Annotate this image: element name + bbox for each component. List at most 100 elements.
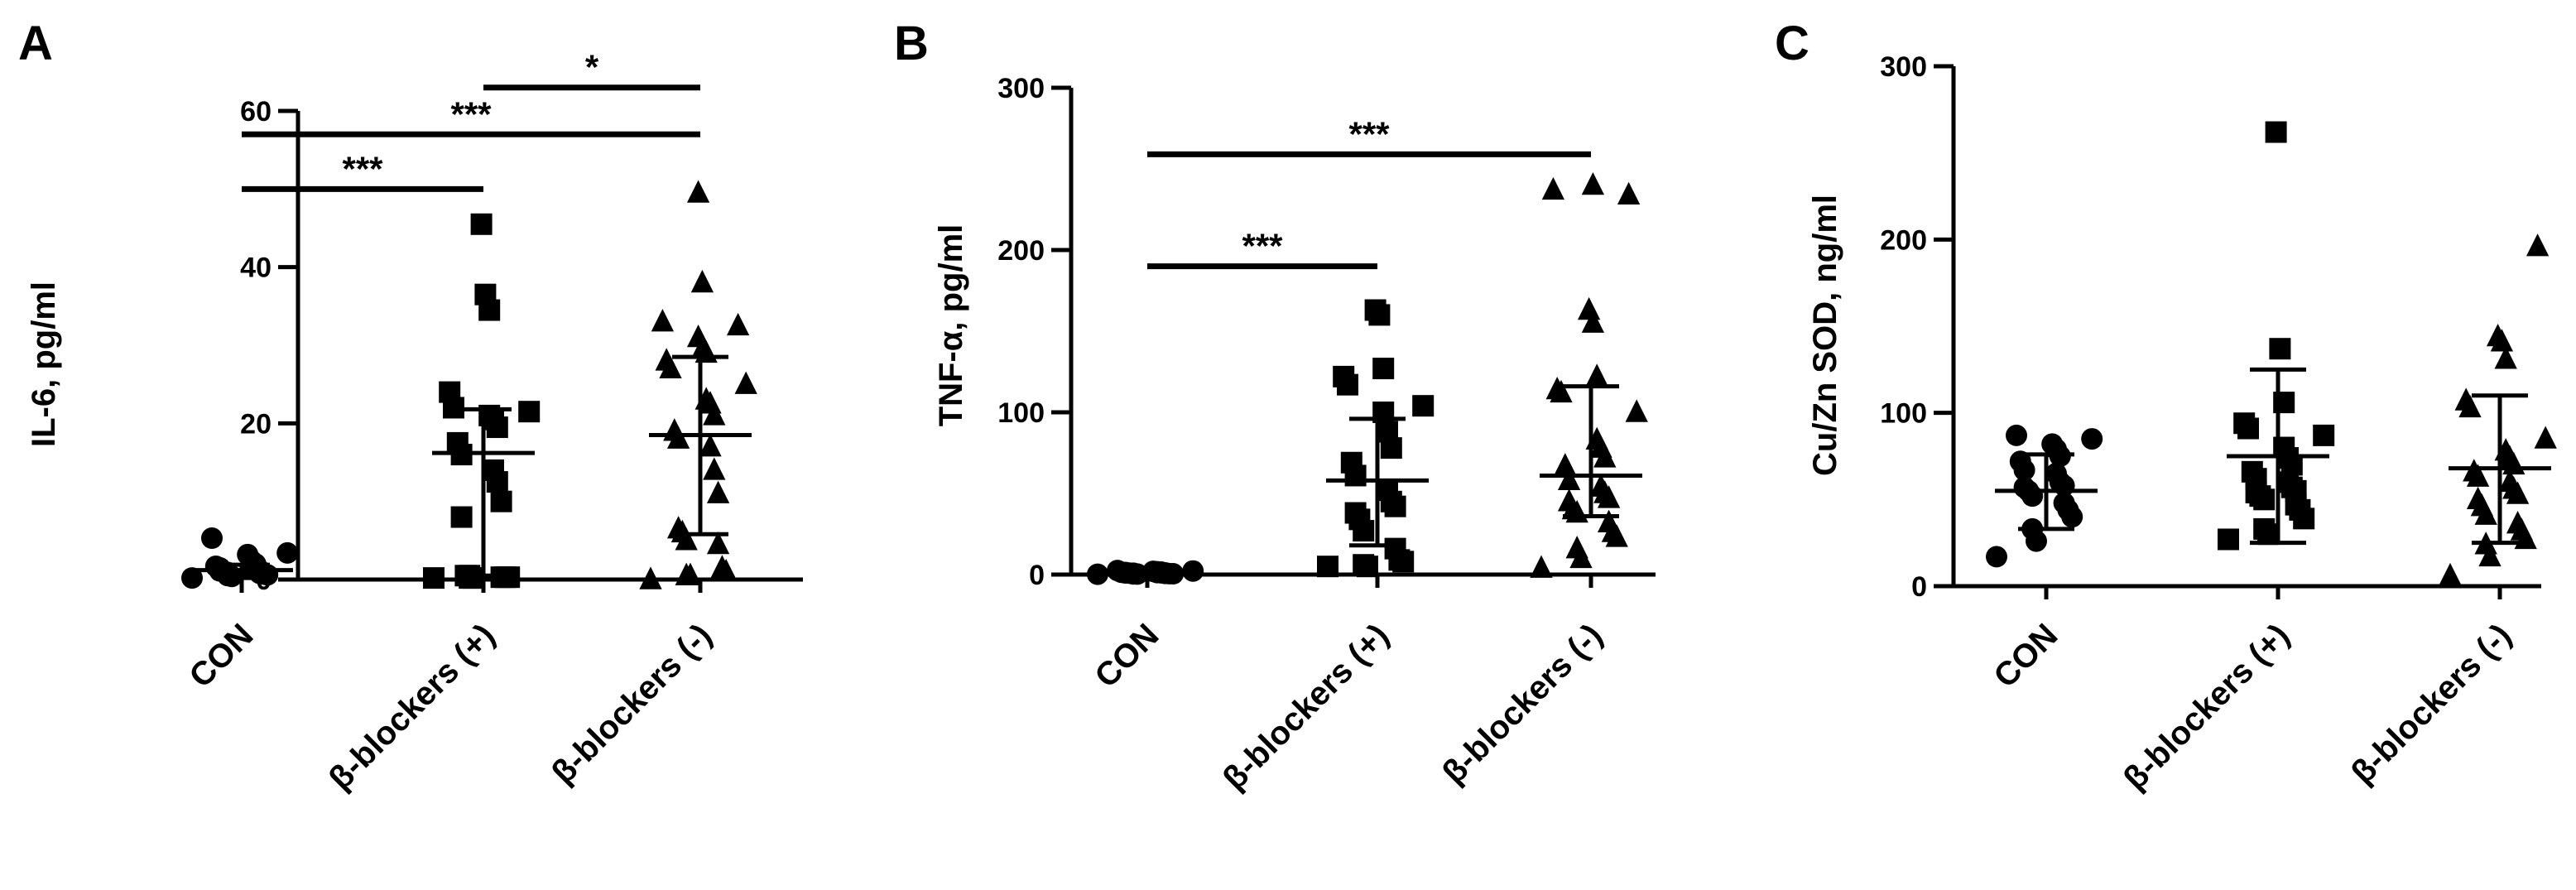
data-point-square <box>2265 121 2287 143</box>
data-point-triangle <box>651 309 675 332</box>
stats-c <box>1995 367 2551 546</box>
category-label: β-blockers (-) <box>2344 617 2518 791</box>
panel-letter-b: B <box>894 17 929 70</box>
marks-b <box>1087 172 1648 585</box>
y-tick-label: 100 <box>997 397 1045 429</box>
data-point-triangle <box>663 418 686 441</box>
data-point-triangle <box>1557 467 1581 491</box>
y-axis-title-c: Cu/Zn SOD, ng/ml <box>1807 195 1843 476</box>
data-point-circle <box>2045 462 2067 484</box>
data-point-square <box>1317 556 1338 578</box>
axes-c: 0 100 200 300 CON β-blockers (+) β-blockers (-… <box>1880 51 2541 797</box>
data-point-triangle <box>699 434 722 457</box>
data-point-square <box>470 213 493 235</box>
data-point-triangle <box>706 531 730 555</box>
data-point-square <box>1344 502 1367 524</box>
data-point-square <box>1377 479 1398 502</box>
data-point-triangle <box>2439 562 2462 586</box>
data-point-triangle <box>1541 176 1565 200</box>
category-label: β-blockers (-) <box>1435 617 1609 791</box>
marks-a <box>181 180 757 589</box>
data-point-square <box>518 401 541 423</box>
axes-b: 0 100 200 300 CON β-blockers (+) β-blockers (-… <box>997 73 1656 797</box>
data-point-triangle <box>2526 233 2550 257</box>
data-point-triangle <box>639 566 662 589</box>
data-point-triangle <box>1625 399 1648 422</box>
category-label: CON <box>182 617 260 695</box>
data-point-circle <box>237 543 259 565</box>
data-point-triangle <box>675 562 698 585</box>
category-label: β-blockers (+) <box>2117 617 2296 796</box>
data-point-triangle <box>686 324 710 348</box>
significance-label: *** <box>1348 114 1390 153</box>
significance-label: *** <box>342 149 383 188</box>
panel-letter-a: A <box>18 17 53 70</box>
data-point-triangle <box>703 457 726 480</box>
data-point-circle <box>2081 428 2103 450</box>
data-point-triangle <box>710 555 734 578</box>
data-point-square <box>1333 365 1355 387</box>
significance-a: ******* <box>242 48 700 192</box>
data-point-triangle <box>1581 310 1605 333</box>
data-point-triangle <box>690 336 714 359</box>
category-label: β-blockers (+) <box>322 617 502 796</box>
data-point-triangle <box>734 371 757 394</box>
category-label: CON <box>1088 617 1165 695</box>
data-point-square <box>439 381 461 403</box>
data-point-triangle <box>2486 323 2510 347</box>
y-tick-label: 0 <box>1029 560 1045 591</box>
data-point-square <box>450 506 473 528</box>
data-point-square <box>2269 338 2291 360</box>
data-point-triangle <box>686 180 710 203</box>
panel-letter-c: C <box>1775 17 1809 70</box>
data-point-triangle <box>1577 296 1601 320</box>
data-point-triangle <box>1581 172 1605 195</box>
category-label: β-blockers (+) <box>1216 617 1396 796</box>
data-point-triangle <box>2478 543 2502 567</box>
data-point-square <box>1384 537 1406 560</box>
data-point-square <box>1353 554 1375 576</box>
significance-label: *** <box>1242 227 1283 266</box>
data-point-triangle <box>1557 488 1581 512</box>
data-point-square <box>423 567 445 589</box>
data-point-triangle <box>1589 474 1612 497</box>
y-tick-label: 200 <box>997 235 1045 267</box>
stats-a <box>190 354 752 580</box>
significance-label: *** <box>450 94 492 133</box>
data-point-triangle <box>1554 453 1577 476</box>
panel-c: C Cu/Zn SOD, ng/ml 0 100 200 300 CON β-blocke… <box>1775 17 2557 797</box>
data-point-triangle <box>2466 486 2490 510</box>
data-point-square <box>2218 528 2239 551</box>
significance-label: * <box>585 48 599 87</box>
y-tick-label: 100 <box>1880 398 1927 430</box>
category-label: CON <box>1987 617 2064 695</box>
data-point-triangle <box>1597 509 1621 532</box>
data-point-triangle <box>2494 346 2517 369</box>
panel-b: B TNF-α, pg/ml 0 100 200 300 CON β-blockers (… <box>894 17 1656 797</box>
y-tick-label: 0 <box>1911 571 1927 603</box>
data-point-square <box>1377 421 1398 443</box>
data-point-square <box>446 431 469 454</box>
y-tick-label: 20 <box>240 408 272 440</box>
data-point-circle <box>1986 546 2007 568</box>
data-point-circle <box>2041 433 2064 455</box>
y-tick-label: 300 <box>1880 51 1927 83</box>
data-point-triangle <box>2534 426 2557 449</box>
data-point-triangle <box>2454 387 2477 411</box>
data-point-square <box>1412 395 1435 417</box>
y-tick-label: 300 <box>997 73 1045 104</box>
data-point-square <box>483 459 504 481</box>
data-point-triangle <box>706 480 730 503</box>
significance-b: *** *** <box>1147 114 1591 270</box>
data-point-circle <box>201 527 223 550</box>
data-point-triangle <box>1585 363 1608 387</box>
panel-a: A IL-6, pg/ml 0204060CONβ-blockers (+)β-… <box>18 17 803 797</box>
data-point-triangle <box>2498 469 2521 493</box>
y-tick-label: 200 <box>1880 224 1927 256</box>
data-point-triangle <box>655 348 678 371</box>
data-point-square <box>1340 451 1362 474</box>
data-point-circle <box>2006 424 2027 446</box>
data-point-square <box>2313 424 2335 446</box>
data-point-square <box>474 283 497 305</box>
